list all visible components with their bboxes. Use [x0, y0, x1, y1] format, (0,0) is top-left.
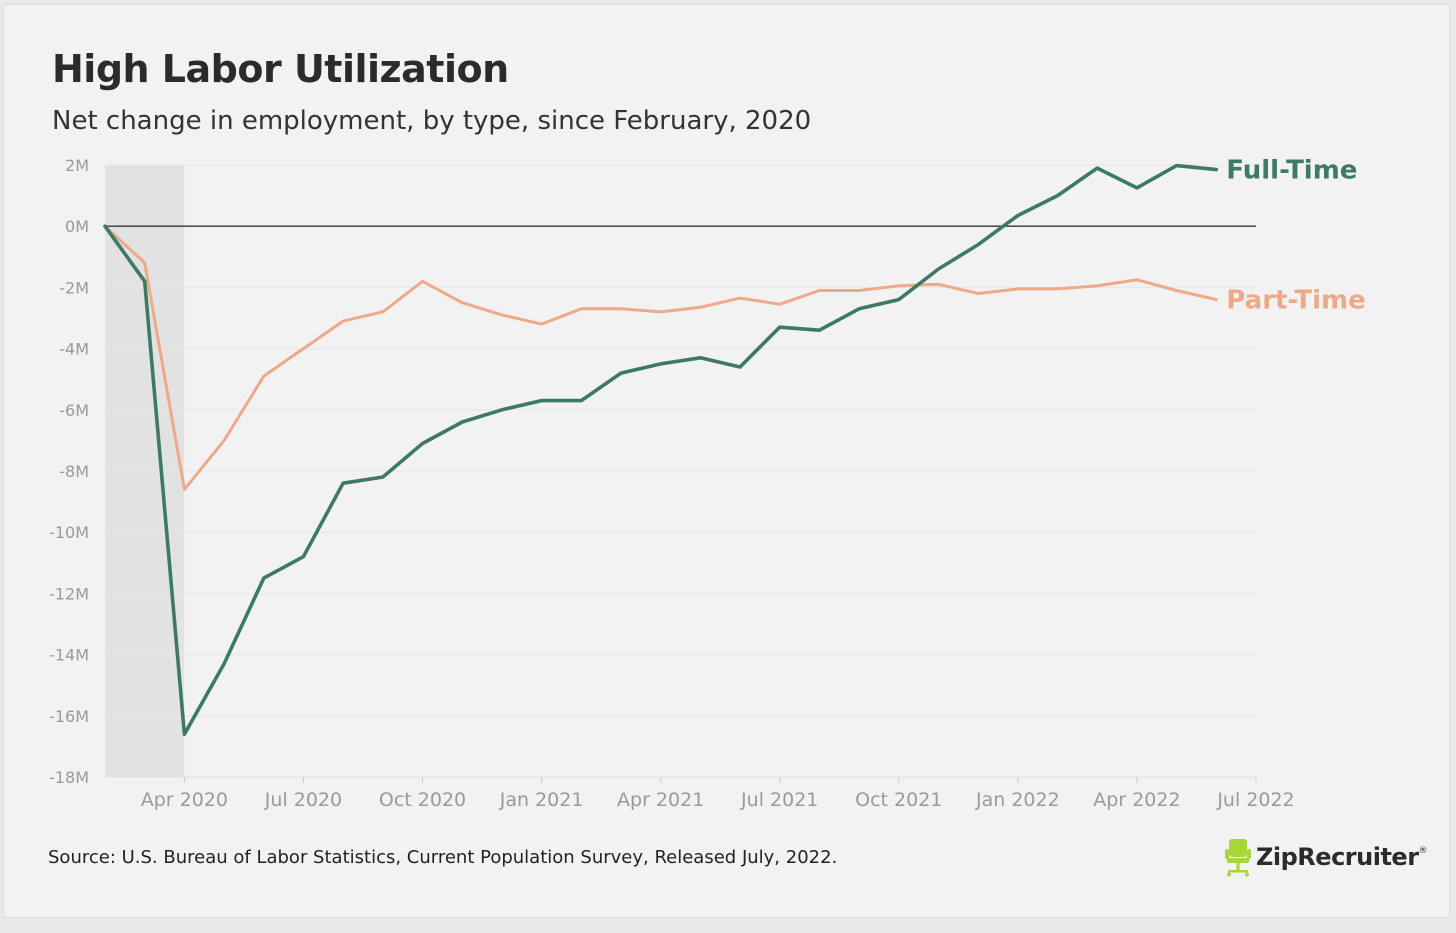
- y-tick-label: -16M: [49, 707, 89, 726]
- x-tick-label: Apr 2021: [617, 789, 704, 811]
- chart-title: High Labor Utilization: [52, 47, 509, 91]
- x-tick-label: Oct 2020: [379, 789, 466, 811]
- ziprecruiter-logo: ZipRecruiter ®: [1224, 836, 1428, 878]
- y-tick-label: -8M: [59, 462, 89, 481]
- x-tick-label: Jul 2020: [264, 789, 342, 811]
- full-time-label: Full-Time: [1226, 156, 1357, 186]
- part-time-line: [103, 224, 1218, 491]
- full-time-line: [103, 163, 1219, 737]
- chart-subtitle: Net change in employment, by type, since…: [52, 106, 812, 136]
- x-tick-label: Jul 2022: [1216, 789, 1294, 811]
- chart-card: High Labor Utilization Net change in emp…: [3, 4, 1450, 918]
- source-note: Source: U.S. Bureau of Labor Statistics,…: [48, 847, 838, 868]
- x-tick-label: Apr 2020: [141, 789, 228, 811]
- x-tick-label: Jan 2021: [499, 789, 584, 811]
- y-tick-label: 2M: [65, 156, 89, 175]
- y-tick-label: -18M: [49, 768, 89, 787]
- office-chair-icon: [1225, 839, 1251, 877]
- y-tick-label: 0M: [65, 217, 89, 236]
- y-tick-label: -4M: [59, 340, 89, 359]
- brand-name: ZipRecruiter: [1256, 843, 1419, 871]
- y-tick-label: -14M: [49, 646, 89, 665]
- x-tick-label: Jul 2021: [740, 789, 818, 811]
- y-tick-label: -2M: [59, 278, 89, 297]
- x-tick-label: Jan 2022: [975, 789, 1060, 811]
- y-tick-label: -10M: [49, 523, 89, 542]
- x-tick-label: Oct 2021: [855, 789, 942, 811]
- x-tick-label: Apr 2022: [1093, 789, 1180, 811]
- part-time-label: Part-Time: [1226, 286, 1366, 316]
- registered-mark: ®: [1418, 846, 1428, 856]
- y-tick-label: -12M: [49, 584, 89, 603]
- y-tick-label: -6M: [59, 401, 89, 420]
